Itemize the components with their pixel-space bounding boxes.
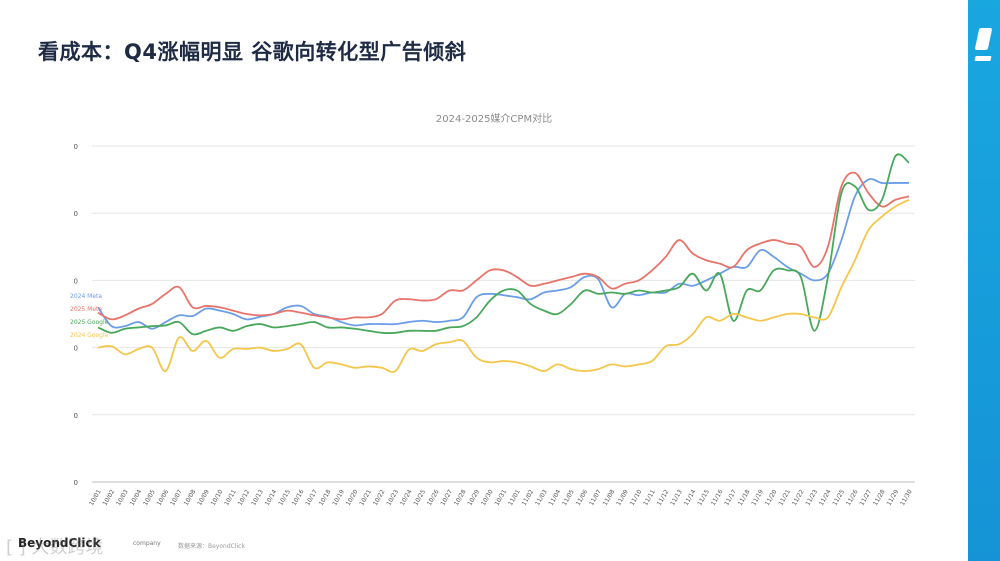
x-tick-label: 11/07 [588,488,603,507]
x-axis: 10/0110/0210/0310/0410/0510/0610/0710/08… [88,488,914,507]
y-tick-label: 0 [74,277,78,285]
series-group [97,153,910,373]
x-tick-label: 11/30 [899,488,914,507]
brand-logo-icon [974,28,993,50]
x-tick-label: 11/04 [548,488,563,507]
x-tick-label: 10/29 [466,488,481,507]
x-tick-label: 10/02 [102,488,117,507]
series-line [97,153,910,336]
brand-logo-mark-icon [974,56,992,61]
x-tick-label: 10/06 [156,488,171,507]
x-tick-label: 10/07 [169,488,184,507]
x-tick-label: 11/17 [723,488,738,507]
x-tick-label: 10/12 [237,488,252,507]
x-tick-label: 11/29 [886,488,901,507]
y-tick-label: 0 [74,412,78,420]
x-tick-label: 10/21 [358,488,373,507]
x-tick-label: 11/02 [521,488,536,507]
x-tick-label: 10/08 [183,488,198,507]
x-tick-label: 10/23 [385,488,400,507]
x-tick-label: 11/20 [764,488,779,507]
legend-item: 2024 Google [70,332,109,339]
x-tick-label: 11/26 [845,488,860,507]
x-tick-label: 10/10 [210,488,225,507]
x-tick-label: 10/01 [88,488,103,507]
x-tick-label: 10/24 [399,488,414,507]
x-tick-label: 10/18 [318,488,333,507]
x-tick-label: 11/12 [656,488,671,507]
x-tick-label: 10/14 [264,488,279,507]
x-tick-label: 10/20 [345,488,360,507]
y-tick-label: 0 [74,143,78,151]
x-tick-label: 10/27 [439,488,454,507]
x-tick-label: 10/16 [291,488,306,507]
x-tick-label: 11/23 [804,488,819,507]
chart-legend: 2024 Meta 2025 Meta 2025 Google 2024 Google [70,293,109,339]
x-tick-label: 11/15 [696,488,711,507]
footer-brand: BeyondClick [18,536,101,550]
x-tick-label: 11/14 [683,488,698,507]
y-tick-label: 0 [74,345,78,353]
series-line [97,178,909,330]
y-tick-label: 0 [74,479,78,487]
x-tick-label: 10/11 [223,488,238,507]
chart-grid [92,145,915,483]
x-tick-label: 11/05 [561,488,576,507]
chart-title: 2024-2025媒介CPM对比 [436,112,552,125]
x-tick-label: 11/03 [534,488,549,507]
y-axis: 0 0 0 0 0 0 [74,143,78,487]
y-tick-label: 0 [74,210,78,218]
x-tick-label: 10/28 [453,488,468,507]
x-tick-label: 11/18 [737,488,752,507]
x-tick-label: 10/25 [412,488,427,507]
footer-source: 数据来源：BeyondClick [178,543,245,550]
x-tick-label: 10/19 [331,488,346,507]
x-tick-label: 11/01 [507,488,522,507]
x-tick-label: 11/08 [602,488,617,507]
x-tick-label: 11/22 [791,488,806,507]
x-tick-label: 11/19 [750,488,765,507]
legend-item: 2024 Meta [70,293,102,300]
x-tick-label: 11/16 [710,488,725,507]
x-tick-label: 10/15 [277,488,292,507]
x-tick-label: 11/10 [629,488,644,507]
x-tick-label: 10/30 [480,488,495,507]
x-tick-label: 10/31 [494,488,509,507]
x-tick-label: 10/05 [142,488,157,507]
x-tick-label: 11/06 [575,488,590,507]
series-line [97,198,910,373]
x-tick-label: 10/22 [372,488,387,507]
legend-item: 2025 Google [70,319,109,326]
series-line [97,171,910,321]
x-tick-label: 10/03 [115,488,130,507]
x-tick-label: 11/09 [615,488,630,507]
x-tick-label: 11/28 [872,488,887,507]
x-tick-label: 11/24 [818,488,833,507]
x-tick-label: 10/26 [426,488,441,507]
x-tick-label: 10/04 [129,488,144,507]
right-accent-bar [968,0,1000,561]
x-tick-label: 11/11 [642,488,657,507]
x-tick-label: 11/27 [858,488,873,507]
x-tick-label: 10/09 [196,488,211,507]
legend-item: 2025 Meta [70,306,102,313]
x-tick-label: 11/13 [669,488,684,507]
x-tick-label: 10/17 [304,488,319,507]
x-tick-label: 11/25 [831,488,846,507]
x-tick-label: 11/21 [777,488,792,507]
footer-company: company [133,540,161,547]
page-title: 看成本：Q4涨幅明显 谷歌向转化型广告倾斜 [38,40,467,64]
x-tick-label: 10/13 [250,488,265,507]
watermark: [ ] 大数跨境 [6,537,104,558]
